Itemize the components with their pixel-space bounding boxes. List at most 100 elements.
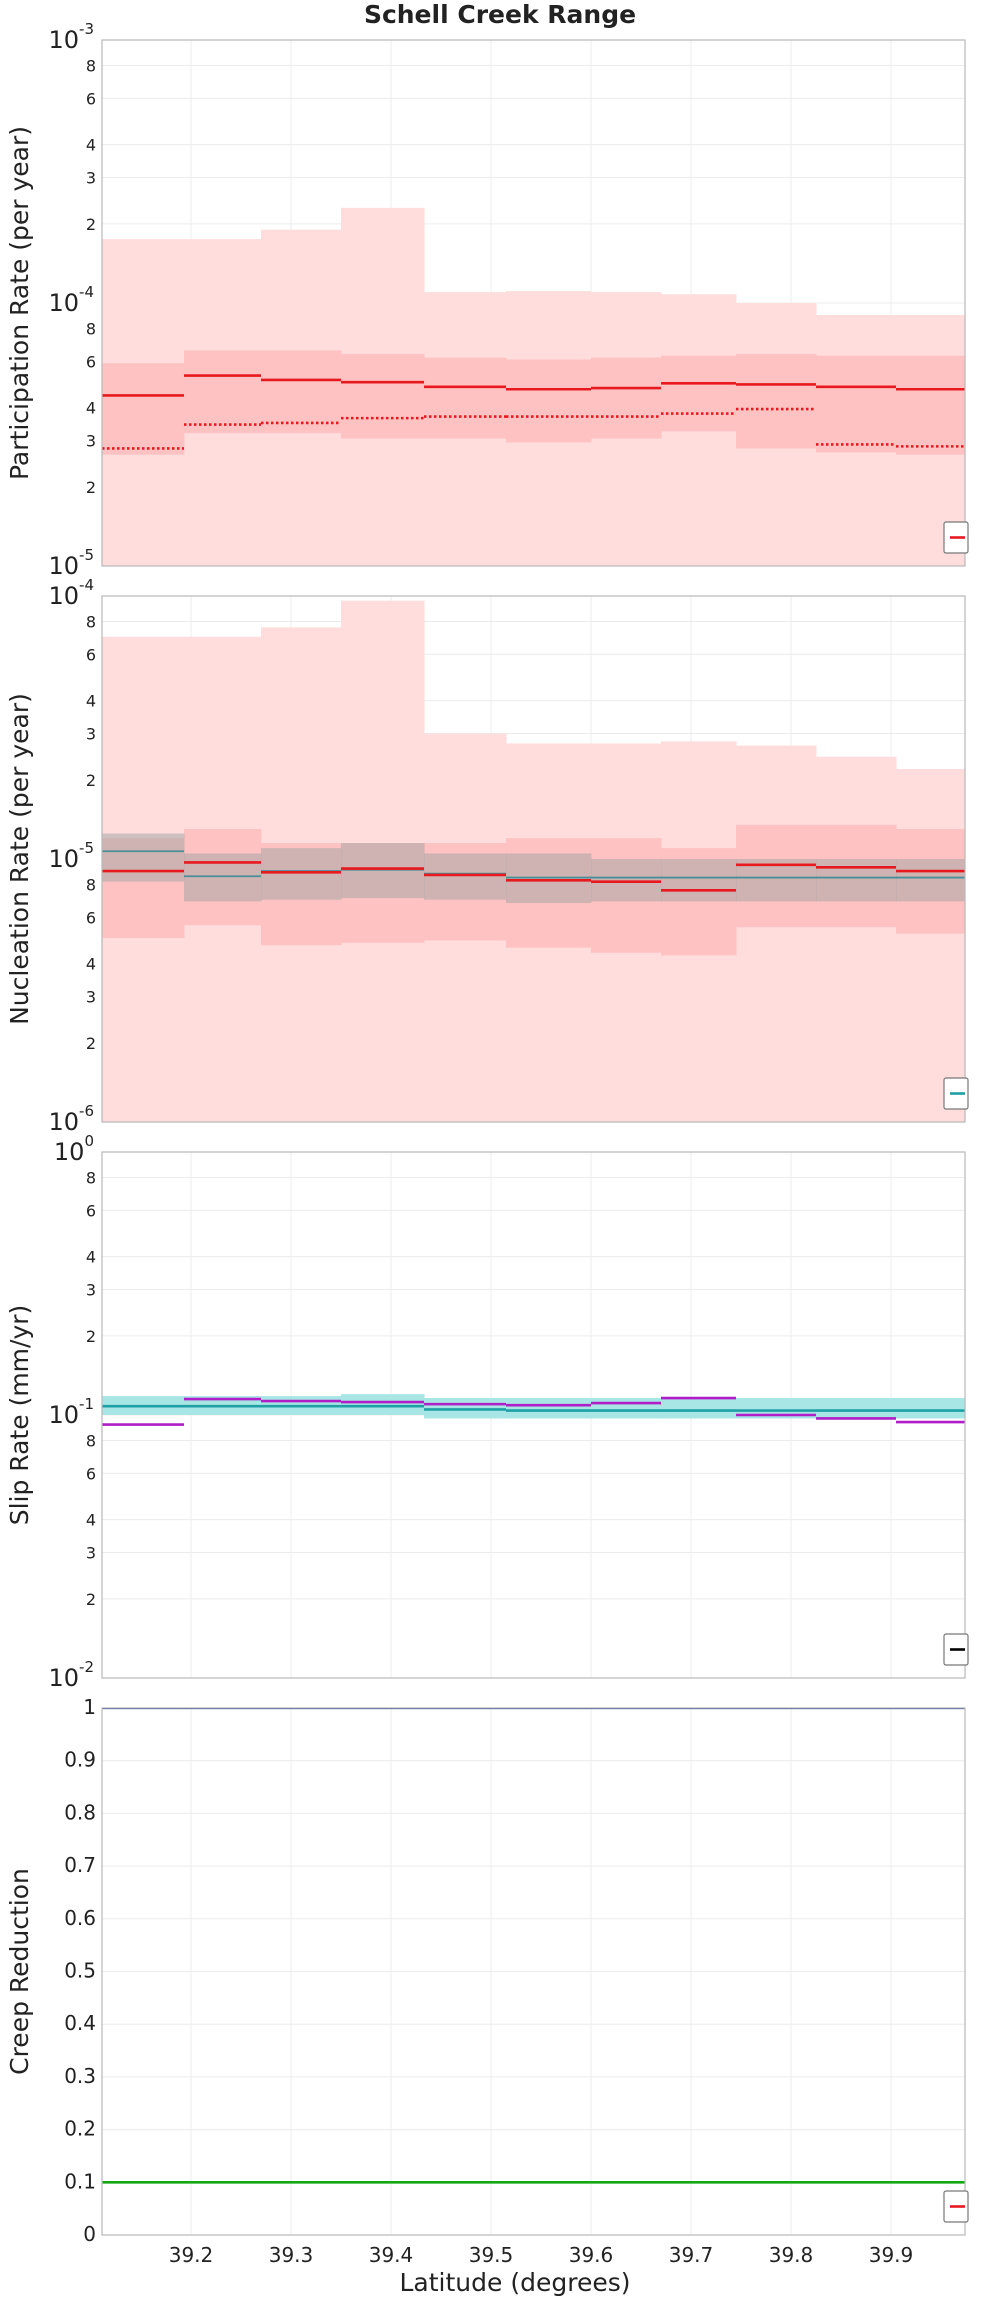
y-tick-label: 8	[86, 612, 96, 631]
y-tick-label: 3	[86, 725, 96, 744]
y-tick-label: 4	[86, 692, 96, 711]
band-bin	[184, 853, 262, 902]
y-tick-label: 0	[83, 2222, 96, 2246]
y-tick-label: 0.5	[64, 1959, 96, 1983]
band-bin	[424, 853, 507, 900]
band-bin	[102, 363, 185, 455]
y-tick-label: 6	[86, 1201, 96, 1220]
y-tick-label: 2	[86, 215, 96, 234]
y-tick-labels: 10-2 2 3 4 6 8 10-1 2 3 4 6 8 100	[48, 1132, 96, 1692]
y-tick-label: 0.6	[64, 1906, 96, 1930]
y-tick-label: 3	[86, 169, 96, 188]
panels: 10-5 2 3 4 6 8 10-4 2 3 4 6 8 10-3 Participation Rate…	[5, 20, 969, 2267]
band-bin	[341, 1394, 425, 1415]
y-tick-label: 2	[86, 1034, 96, 1053]
y-tick-label: 0.7	[64, 1853, 96, 1877]
panel-slip: 10-2 2 3 4 6 8 10-1 2 3 4 6 8 100 Slip Rate (mm/yr)	[5, 1132, 969, 1692]
band-bin	[816, 1398, 897, 1419]
band-bin	[816, 355, 897, 453]
series-group	[102, 1394, 965, 1426]
y-tick-label: 0.4	[64, 2011, 96, 2035]
y-tick-label: 8	[86, 319, 96, 338]
legend	[943, 1077, 969, 1110]
panel-creep: 0 0.1 0.2 0.3 0.4 0.5 0.6 0.7 0.8 0.9 1 Creep Reduc…	[5, 1695, 969, 2246]
band-bin	[896, 355, 965, 455]
y-axis-label: Nucleation Rate (per year)	[5, 693, 34, 1025]
y-tick-label: 2	[86, 771, 96, 790]
band-bin	[736, 1398, 817, 1419]
y-axis-label: Creep Reduction	[5, 1868, 34, 2075]
band-bin	[661, 1398, 737, 1419]
y-tick-label: 0.8	[64, 1800, 96, 1824]
legend	[943, 2190, 969, 2223]
y-tick-label: 10-3	[48, 20, 94, 54]
y-tick-label: 6	[86, 1464, 96, 1483]
x-tick-label: 39.5	[469, 2243, 514, 2267]
band-bin	[591, 859, 662, 902]
band-bin	[896, 859, 965, 902]
y-tick-label: 1	[83, 1695, 96, 1719]
series-group	[102, 600, 965, 1122]
x-tick-label: 39.2	[169, 2243, 214, 2267]
y-tick-label: 6	[86, 352, 96, 371]
y-tick-label: 8	[86, 1168, 96, 1187]
legend	[943, 521, 969, 554]
y-tick-label: 8	[86, 1431, 96, 1450]
band-bin	[424, 357, 507, 439]
y-tick-label: 10-5	[48, 546, 94, 580]
band-bin	[506, 1398, 592, 1419]
y-tick-label: 4	[86, 399, 96, 418]
band-bin	[896, 1398, 965, 1419]
band-bin	[102, 833, 185, 882]
panel-nucleation: 10-6 2 3 4 6 8 10-5 2 3 4 6 8 10-4 Nucleation Rate (p…	[5, 576, 969, 1136]
y-tick-labels: 10-6 2 3 4 6 8 10-5 2 3 4 6 8 10-4	[48, 576, 96, 1136]
y-tick-label: 3	[86, 1281, 96, 1300]
band-bin	[816, 756, 897, 1122]
y-tick-label: 6	[86, 89, 96, 108]
x-tick-label: 39.6	[569, 2243, 614, 2267]
y-tick-label: 3	[86, 988, 96, 1007]
y-tick-label: 10-6	[48, 1102, 94, 1136]
y-tick-label: 4	[86, 955, 96, 974]
y-tick-label: 0.1	[64, 2169, 96, 2193]
band-bin	[341, 353, 425, 439]
series-group	[102, 1708, 965, 2184]
band-bin	[736, 353, 817, 449]
y-tick-label: 3	[86, 432, 96, 451]
band-bin	[591, 1398, 662, 1419]
band-bin	[661, 355, 737, 432]
chart-title: Schell Creek Range	[364, 0, 636, 29]
grid-lines	[102, 1707, 965, 2236]
x-tick-label: 39.8	[769, 2243, 814, 2267]
y-tick-label: 2	[86, 1327, 96, 1346]
y-tick-label: 8	[86, 875, 96, 894]
y-tick-label: 6	[86, 908, 96, 927]
y-tick-label: 2	[86, 478, 96, 497]
band-bin	[736, 745, 817, 1122]
y-tick-label: 4	[86, 136, 96, 155]
panel-frame	[101, 1151, 966, 1679]
y-tick-label: 10-2	[48, 1658, 94, 1692]
y-tick-label: 0.9	[64, 1748, 96, 1772]
y-tick-label: 10-4	[48, 576, 94, 610]
y-tick-label: 10-1	[48, 1395, 94, 1429]
x-tick-labels: 39.2 39.3 39.4 39.5 39.6 39.7 39.8 39.9	[169, 2243, 914, 2267]
band-bin	[661, 859, 737, 902]
y-tick-label: 0.2	[64, 2117, 96, 2141]
band-bin	[591, 357, 662, 439]
x-tick-label: 39.4	[369, 2243, 414, 2267]
panel-frame	[101, 595, 966, 1123]
panel-frame	[101, 39, 966, 567]
y-tick-label: 2	[86, 1590, 96, 1609]
series-group	[102, 207, 965, 566]
band-bin	[816, 859, 897, 902]
band-bin	[261, 848, 342, 900]
band-bin	[261, 350, 342, 434]
y-tick-label: 100	[54, 1132, 94, 1166]
y-axis-label: Slip Rate (mm/yr)	[5, 1305, 34, 1526]
band-bin	[896, 768, 965, 1122]
x-tick-label: 39.9	[869, 2243, 914, 2267]
y-tick-labels: 10-5 2 3 4 6 8 10-4 2 3 4 6 8 10-3	[48, 20, 96, 580]
y-tick-label: 4	[86, 1511, 96, 1530]
